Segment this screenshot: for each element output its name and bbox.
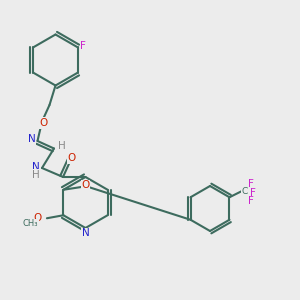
Text: N: N <box>32 162 39 172</box>
Text: H: H <box>58 141 65 151</box>
Text: F: F <box>250 188 256 198</box>
Text: F: F <box>248 179 254 189</box>
Text: C: C <box>242 187 248 196</box>
Text: H: H <box>32 169 39 180</box>
Text: N: N <box>28 134 36 145</box>
Text: CH₃: CH₃ <box>23 219 38 228</box>
Text: O: O <box>34 213 42 223</box>
Text: F: F <box>80 41 86 51</box>
Text: O: O <box>39 118 48 128</box>
Text: N: N <box>82 228 89 239</box>
Text: F: F <box>248 196 254 206</box>
Text: O: O <box>68 153 76 163</box>
Text: O: O <box>81 180 89 190</box>
